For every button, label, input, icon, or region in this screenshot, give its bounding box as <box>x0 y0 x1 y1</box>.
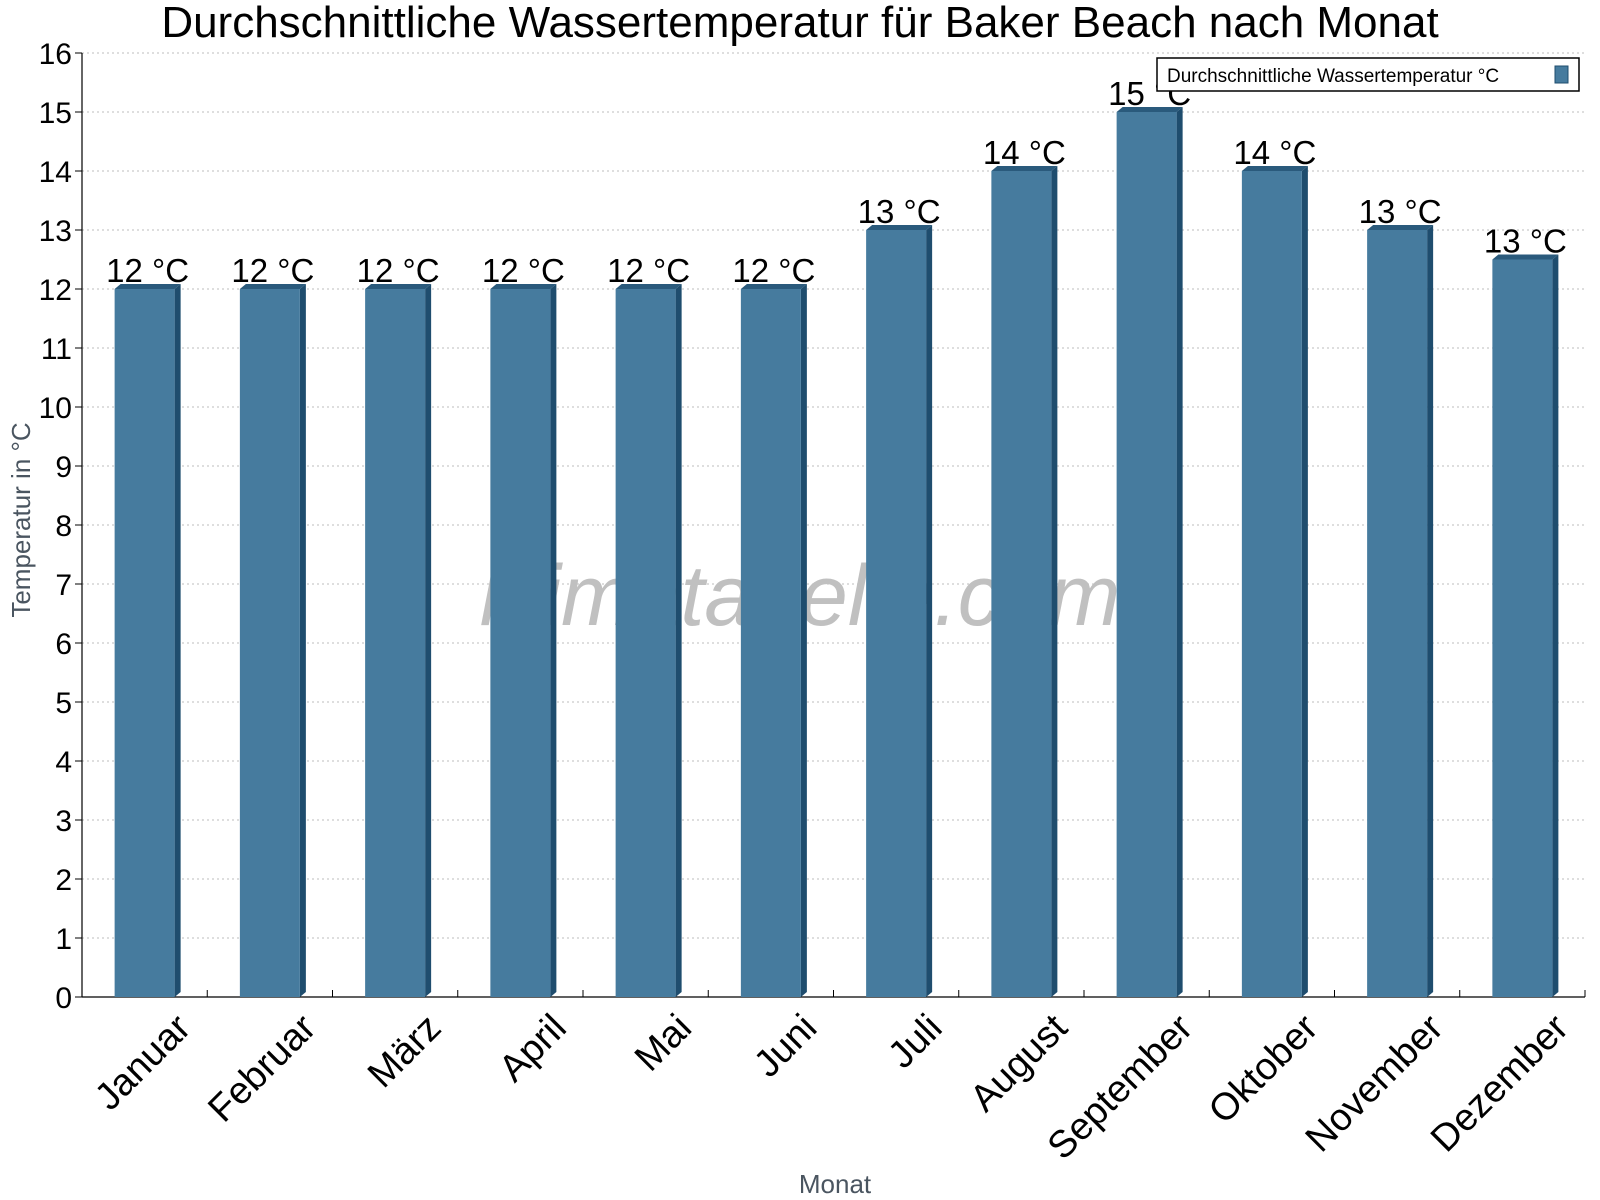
y-tick-label: 3 <box>55 805 72 838</box>
y-tick-label: 4 <box>55 746 72 779</box>
bar <box>365 289 426 997</box>
bar-side <box>550 284 557 997</box>
x-tick-label: Februar <box>200 1006 324 1130</box>
bar-november <box>1367 225 1434 997</box>
bar-top <box>490 284 557 289</box>
bar <box>1492 259 1553 997</box>
x-tick-label: Oktober <box>1201 1006 1327 1132</box>
data-label: 14 °C <box>1233 134 1316 171</box>
x-tick-label: Juli <box>880 1007 950 1077</box>
bar-side <box>675 284 682 997</box>
bar <box>615 289 676 997</box>
chart-title: Durchschnittliche Wassertemperatur für B… <box>161 0 1438 47</box>
bar-side <box>299 284 306 997</box>
bar-side <box>1051 166 1058 997</box>
bar-top <box>991 166 1058 171</box>
y-tick-label: 5 <box>55 687 72 720</box>
x-tick-label: Dezember <box>1423 1006 1577 1160</box>
bar-dezember <box>1492 254 1559 997</box>
bar <box>1367 230 1428 997</box>
bars <box>114 107 1559 997</box>
bar-top <box>1241 166 1308 171</box>
legend-label: Durchschnittliche Wassertemperatur °C <box>1167 66 1499 87</box>
bar-side <box>1427 225 1434 997</box>
y-tick-label: 2 <box>55 864 72 897</box>
grid-lines <box>82 52 1585 939</box>
x-tick-label: März <box>360 1007 449 1096</box>
bar-oktober <box>1241 166 1308 997</box>
bar-september <box>1116 107 1183 997</box>
data-label: 12 °C <box>732 252 815 289</box>
bar-juli <box>866 225 933 997</box>
bar-januar <box>114 284 181 997</box>
bar-april <box>490 284 557 997</box>
data-label: 13 °C <box>858 193 941 230</box>
bar-august <box>991 166 1058 997</box>
y-tick-label: 6 <box>55 628 72 661</box>
bar-top <box>365 284 432 289</box>
y-tick-label: 9 <box>55 451 72 484</box>
bar <box>114 289 175 997</box>
y-axis-title: Temperatur in °C <box>6 422 36 617</box>
legend-box <box>1156 57 1580 92</box>
y-tick-label: 10 <box>39 392 72 425</box>
bar-side <box>174 284 181 997</box>
bar-top <box>1367 225 1434 230</box>
bar-top <box>114 284 181 289</box>
bar <box>1116 112 1177 997</box>
y-tick-label: 15 <box>39 97 72 130</box>
y-tick-label: 7 <box>55 569 72 602</box>
data-label: 12 °C <box>106 252 189 289</box>
x-axis-title: Monat <box>799 1169 872 1199</box>
y-tick-label: 8 <box>55 510 72 543</box>
bar <box>1241 171 1302 997</box>
bar-side <box>926 225 933 997</box>
bar-top <box>615 284 682 289</box>
bar <box>991 171 1052 997</box>
data-label: 12 °C <box>482 252 565 289</box>
data-label: 12 °C <box>607 252 690 289</box>
bar-top <box>740 284 807 289</box>
bar-märz <box>365 284 432 997</box>
x-tick-label: August <box>962 1006 1076 1120</box>
y-tick-label: 1 <box>55 923 72 956</box>
data-label: 14 °C <box>983 134 1066 171</box>
data-label: 13 °C <box>1359 193 1442 230</box>
x-tick-label: Januar <box>87 1006 199 1118</box>
bar-juni <box>740 284 807 997</box>
y-tick-label: 12 <box>39 274 72 307</box>
bar-top <box>239 284 306 289</box>
bar-mai <box>615 284 682 997</box>
bar-top <box>1492 254 1559 260</box>
y-tick-label: 13 <box>39 215 72 248</box>
x-tick-label: April <box>491 1007 574 1090</box>
bar <box>866 230 927 997</box>
y-tick-label: 0 <box>55 982 72 1015</box>
bar-top <box>1116 107 1183 112</box>
data-label: 12 °C <box>357 252 440 289</box>
legend-swatch <box>1554 65 1569 84</box>
y-tick-label: 11 <box>41 333 72 366</box>
y-tick-label: 14 <box>39 156 72 189</box>
bar-side <box>1301 166 1308 997</box>
bar-top <box>866 225 933 230</box>
bar-side <box>1552 254 1559 997</box>
bar <box>490 289 551 997</box>
x-tick-label: Juni <box>746 1007 825 1086</box>
bar-februar <box>239 284 306 997</box>
bar <box>740 289 801 997</box>
y-tick-label: 16 <box>39 38 72 71</box>
x-tick-label: Mai <box>627 1007 700 1080</box>
legend: Durchschnittliche Wassertemperatur °C <box>1156 57 1580 92</box>
data-labels: 12 °C 12 °C 12 °C 12 °C 12 °C 12 °C 13 °C 14 °C… <box>106 75 1567 289</box>
data-label: 13 °C <box>1484 223 1567 260</box>
bar-side <box>425 284 432 997</box>
bar-side <box>1176 107 1183 997</box>
bar <box>239 289 300 997</box>
bar-side <box>800 284 807 997</box>
data-label: 12 °C <box>231 252 314 289</box>
